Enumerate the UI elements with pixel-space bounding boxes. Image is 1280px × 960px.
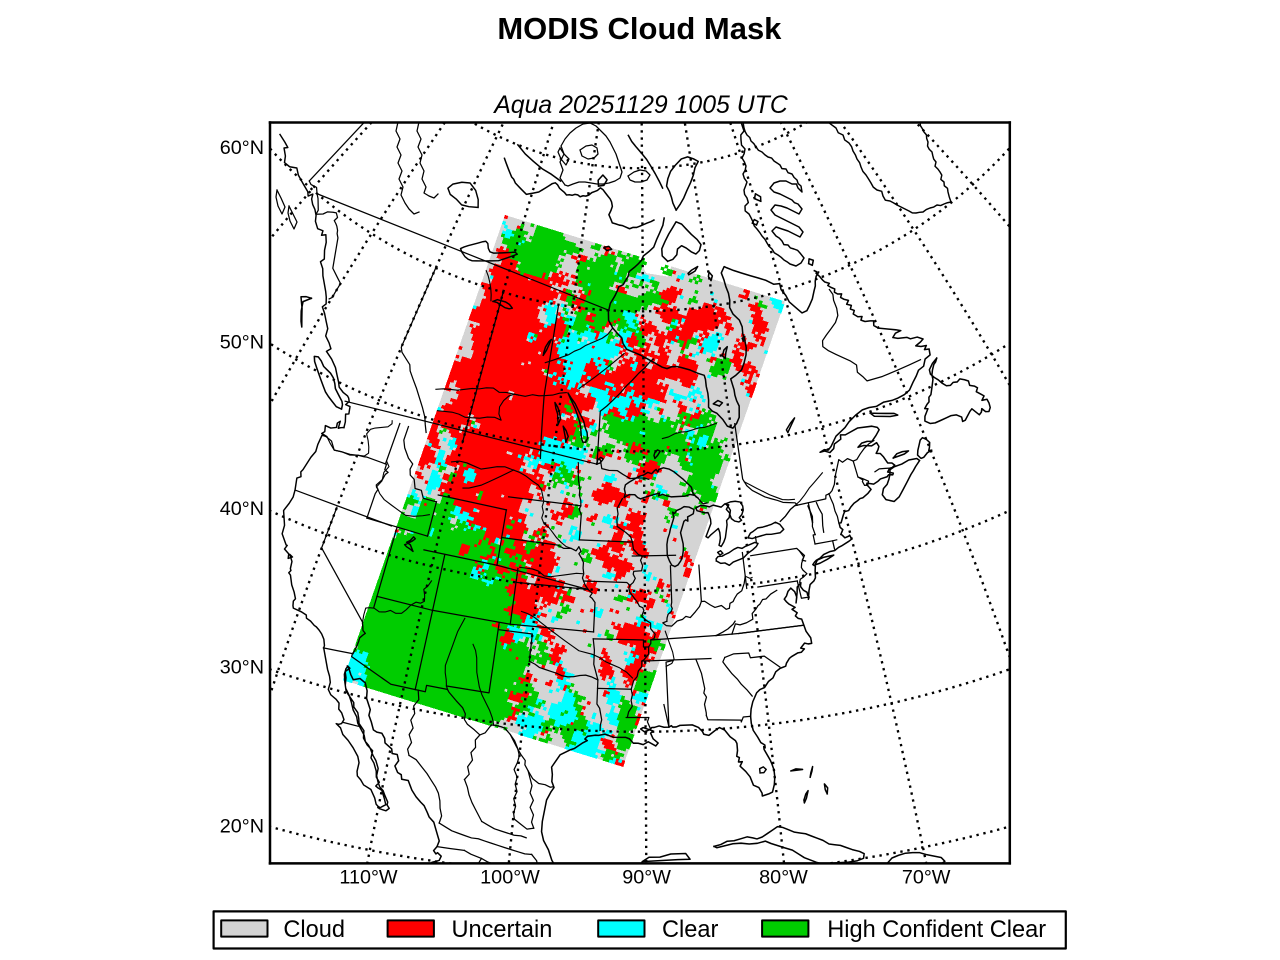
- svg-text:80°W: 80°W: [759, 867, 808, 889]
- svg-text:Aqua 20251129 1005 UTC: Aqua 20251129 1005 UTC: [492, 92, 789, 119]
- svg-text:Uncertain: Uncertain: [452, 916, 553, 942]
- svg-text:30°N: 30°N: [220, 657, 264, 679]
- svg-text:50°N: 50°N: [220, 331, 264, 353]
- svg-text:110°W: 110°W: [339, 867, 397, 889]
- svg-text:20°N: 20°N: [220, 815, 264, 837]
- svg-text:100°W: 100°W: [480, 867, 540, 889]
- svg-text:40°N: 40°N: [220, 498, 264, 520]
- svg-text:60°N: 60°N: [220, 137, 264, 159]
- svg-text:90°W: 90°W: [622, 867, 671, 889]
- svg-text:70°W: 70°W: [902, 867, 951, 889]
- svg-text:Cloud: Cloud: [283, 916, 345, 942]
- svg-text:Clear: Clear: [662, 916, 718, 942]
- svg-text:High Confident Clear: High Confident Clear: [827, 916, 1046, 942]
- svg-text:MODIS Cloud Mask: MODIS Cloud Mask: [497, 11, 782, 46]
